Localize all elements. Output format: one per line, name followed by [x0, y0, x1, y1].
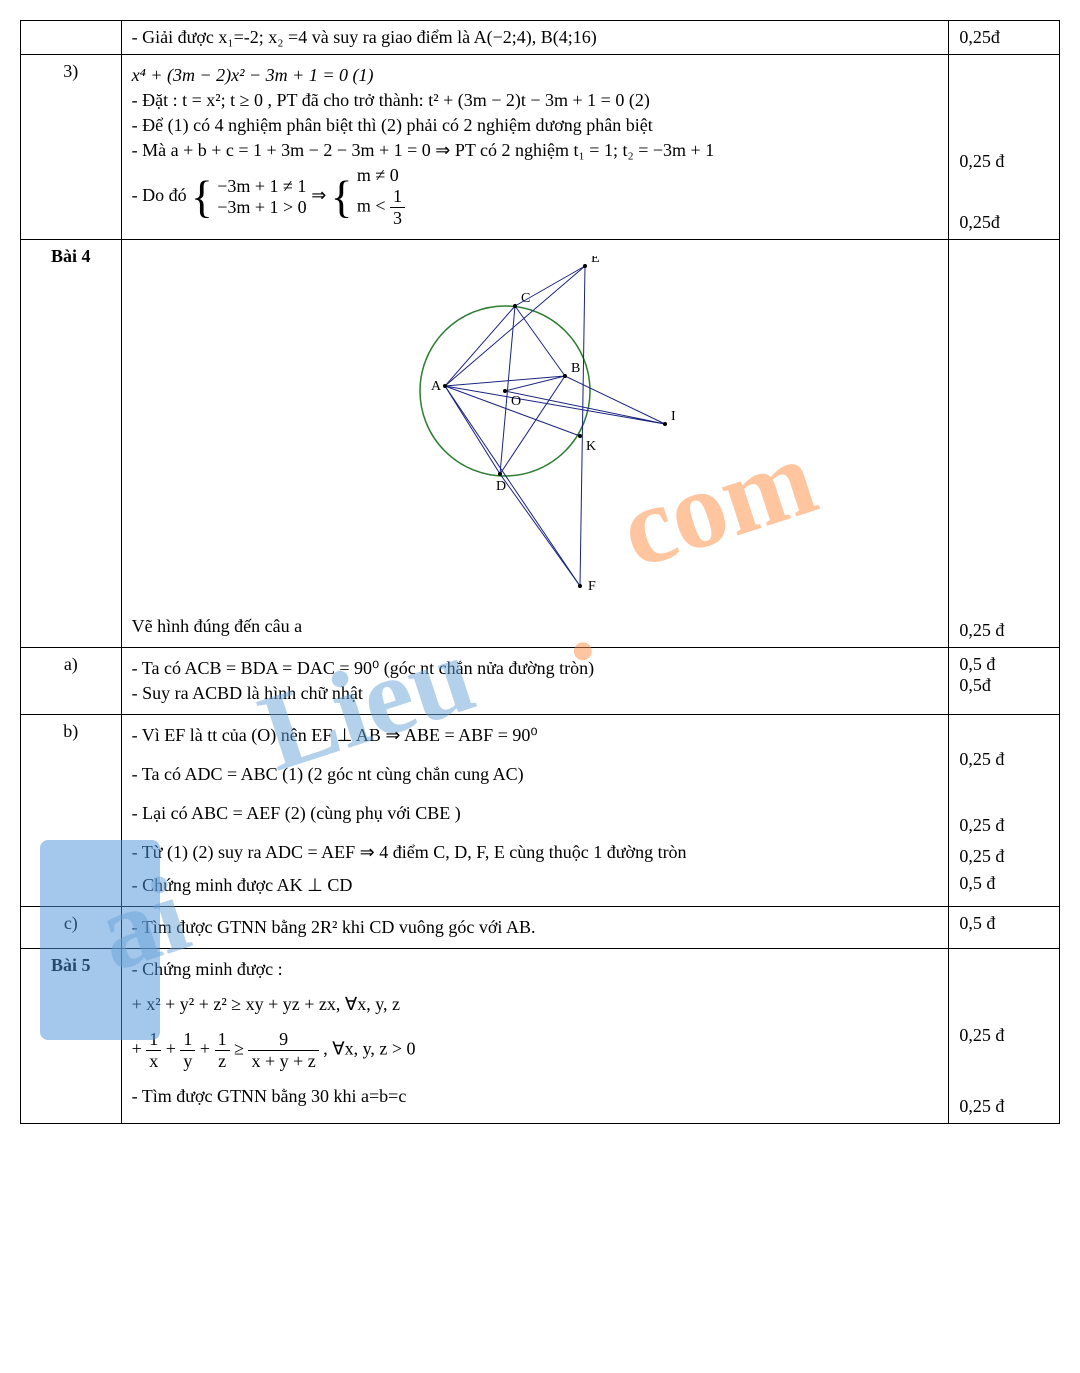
fraction: 1y: [180, 1029, 195, 1072]
score: 0,25đ: [959, 212, 1049, 233]
score: 0,25 đ: [959, 151, 1049, 172]
text: - Do đó: [132, 185, 192, 205]
text: −3m + 1 ≠ 1: [217, 176, 306, 197]
score: 0,5 đ: [959, 654, 1049, 675]
row-score: 0,25 đ 0,25 đ 0,25 đ 0,5 đ: [949, 715, 1060, 907]
svg-text:I: I: [671, 409, 676, 424]
score: 0,25 đ: [959, 846, 1049, 867]
text: - Mà a + b + c = 1 + 3m − 2 − 3m + 1 = 0…: [132, 140, 939, 161]
table-row: 3) x⁴ + (3m − 2)x² − 3m + 1 = 0 (1) - Đặ…: [21, 55, 1060, 240]
table-row: Bài 4 A B C D O E F I K Vẽ hình đúng đến câu a 0…: [21, 240, 1060, 648]
text: 1: [390, 186, 405, 208]
brace-icon: {: [191, 172, 213, 222]
svg-text:E: E: [591, 256, 600, 266]
text: - Lại có ABC = AEF (2) (cùng phụ với CBE…: [132, 803, 939, 824]
table-row: b) - Vì EF là tt của (O) nên EF ⊥ AB ⇒ A…: [21, 715, 1060, 907]
row-content: - Vì EF là tt của (O) nên EF ⊥ AB ⇒ ABE …: [121, 715, 949, 907]
row-label: c): [21, 907, 122, 949]
text: m < 1 3: [357, 186, 405, 229]
text: - Vì EF là tt của (O) nên EF ⊥ AB ⇒ ABE …: [132, 725, 939, 746]
arrow-icon: ⇒: [311, 185, 331, 205]
score: 0,25 đ: [959, 815, 1049, 836]
text: x: [146, 1051, 161, 1072]
lines: [445, 266, 665, 586]
text: - Chứng minh được AK ⊥ CD: [132, 875, 939, 896]
row-score: 0,25đ: [949, 21, 1060, 55]
svg-text:K: K: [586, 439, 596, 454]
text: - Giải được x₁=-2; x₂ =4 và suy ra giao …: [132, 27, 597, 47]
text: - Suy ra ACBD là hình chữ nhật: [132, 683, 939, 704]
table-row: Bài 5 - Chứng minh được : + x² + y² + z²…: [21, 949, 1060, 1124]
row-score: 0,25 đ: [949, 240, 1060, 648]
row-label: b): [21, 715, 122, 907]
fraction: 1x: [146, 1029, 161, 1072]
text: - Ta có ADC = ABC (1) (2 góc nt cùng chắ…: [132, 764, 939, 785]
text: 9: [248, 1029, 318, 1051]
text: 1: [180, 1029, 195, 1051]
score: 0,5đ: [959, 675, 1049, 696]
text: +: [166, 1039, 181, 1059]
fraction: 1z: [215, 1029, 230, 1072]
table-row: a) - Ta có ACB = BDA = DAC = 90⁰ (góc nt…: [21, 648, 1060, 715]
points: A B C D O E F I K: [431, 256, 676, 594]
svg-text:B: B: [571, 361, 580, 376]
text: 3: [390, 208, 405, 229]
svg-text:D: D: [496, 479, 506, 494]
row-label: 3): [21, 55, 122, 240]
text: ≥: [234, 1039, 248, 1059]
brace-icon: {: [331, 172, 353, 222]
text: Vẽ hình đúng đến câu a: [132, 616, 939, 637]
score: 0,25 đ: [959, 749, 1049, 770]
row-content: - Chứng minh được : + x² + y² + z² ≥ xy …: [121, 949, 949, 1124]
row-label: a): [21, 648, 122, 715]
text: y: [180, 1051, 195, 1072]
row-label: Bài 5: [21, 949, 122, 1124]
text: x⁴ + (3m − 2)x² − 3m + 1 = 0 (1): [132, 65, 939, 86]
geometry-diagram: A B C D O E F I K: [355, 256, 715, 606]
text: - Chứng minh được :: [132, 959, 939, 980]
svg-text:O: O: [511, 394, 521, 409]
text: , ∀x, y, z > 0: [323, 1039, 415, 1059]
row-score: 0,25 đ 0,25đ: [949, 55, 1060, 240]
row-content: x⁴ + (3m − 2)x² − 3m + 1 = 0 (1) - Đặt :…: [121, 55, 949, 240]
row-content: A B C D O E F I K Vẽ hình đúng đến câu a: [121, 240, 949, 648]
text: - Để (1) có 4 nghiệm phân biệt thì (2) p…: [132, 115, 939, 136]
fraction: 1 3: [390, 186, 405, 229]
row-score: 0,5 đ: [949, 907, 1060, 949]
row-score: 0,5 đ 0,5đ: [949, 648, 1060, 715]
text: +: [200, 1039, 215, 1059]
text: + x² + y² + z² ≥ xy + yz + zx, ∀x, y, z: [132, 994, 939, 1015]
score: 0,25 đ: [959, 1025, 1049, 1046]
fraction: 9x + y + z: [248, 1029, 318, 1072]
table-row: - Giải được x₁=-2; x₂ =4 và suy ra giao …: [21, 21, 1060, 55]
row-content: - Ta có ACB = BDA = DAC = 90⁰ (góc nt ch…: [121, 648, 949, 715]
text: - Tìm được GTNN bằng 2R² khi CD vuông gó…: [132, 917, 939, 938]
text: +: [132, 1039, 147, 1059]
text: - Ta có ACB = BDA = DAC = 90⁰ (góc nt ch…: [132, 658, 939, 679]
text: 1: [215, 1029, 230, 1051]
condition-block: - Do đó { −3m + 1 ≠ 1 −3m + 1 > 0 ⇒ { m …: [132, 165, 939, 229]
row-label: [21, 21, 122, 55]
score: 0,25 đ: [959, 1096, 1049, 1117]
row-score: 0,25 đ 0,25 đ: [949, 949, 1060, 1124]
text: 1: [146, 1029, 161, 1051]
answer-key-table: - Giải được x₁=-2; x₂ =4 và suy ra giao …: [20, 20, 1060, 1124]
row-content: - Tìm được GTNN bằng 2R² khi CD vuông gó…: [121, 907, 949, 949]
text: m ≠ 0: [357, 165, 405, 186]
svg-text:C: C: [521, 291, 530, 306]
inequality: + 1x + 1y + 1z ≥ 9x + y + z , ∀x, y, z >…: [132, 1029, 939, 1072]
text: - Đặt : t = x²; t ≥ 0 , PT đã cho trở th…: [132, 90, 939, 111]
table-row: c) - Tìm được GTNN bằng 2R² khi CD vuông…: [21, 907, 1060, 949]
svg-text:A: A: [431, 379, 442, 394]
text: z: [215, 1051, 230, 1072]
text: x + y + z: [248, 1051, 318, 1072]
row-content: - Giải được x₁=-2; x₂ =4 và suy ra giao …: [121, 21, 949, 55]
row-label: Bài 4: [21, 240, 122, 648]
text: - Từ (1) (2) suy ra ADC = AEF ⇒ 4 điểm C…: [132, 842, 939, 863]
text: - Tìm được GTNN bằng 30 khi a=b=c: [132, 1086, 939, 1107]
text: −3m + 1 > 0: [217, 197, 306, 218]
text: m <: [357, 196, 390, 216]
score: 0,5 đ: [959, 873, 1049, 894]
svg-text:F: F: [588, 579, 596, 594]
